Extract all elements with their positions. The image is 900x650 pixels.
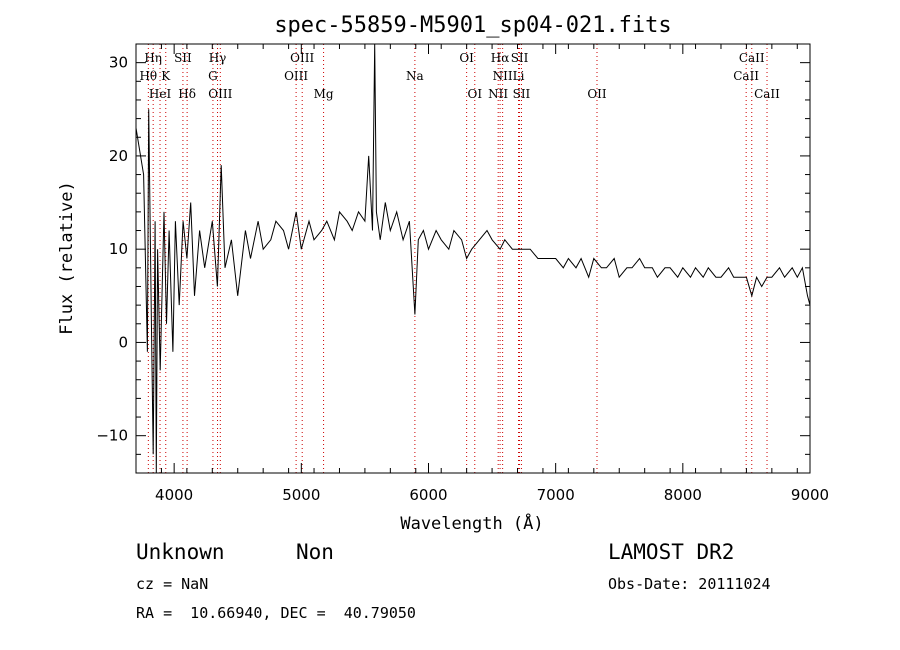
line-label: HeI	[149, 87, 172, 101]
redshift-cz: cz = NaN	[136, 575, 209, 593]
line-label: NII	[488, 87, 508, 101]
y-tick-label: 30	[109, 54, 128, 72]
x-tick-label: 9000	[791, 486, 829, 504]
chart-title: spec-55859-M5901_sp04-021.fits	[274, 13, 671, 38]
line-label: SII	[511, 51, 529, 65]
line-label: Li	[513, 69, 525, 83]
y-tick-label: 10	[109, 240, 128, 258]
line-label: OIII	[208, 87, 232, 101]
observation-date: Obs-Date: 20111024	[608, 575, 771, 593]
spectral-subclass: Non	[296, 540, 334, 564]
line-label: Na	[406, 69, 424, 83]
line-label: G	[208, 69, 218, 83]
line-label: SII	[174, 51, 192, 65]
y-tick-label: 20	[109, 147, 128, 165]
coordinates: RA = 10.66940, DEC = 40.79050	[136, 604, 416, 622]
line-label: CaII	[733, 69, 759, 83]
x-tick-label: 4000	[155, 486, 193, 504]
y-tick-label: −10	[96, 427, 128, 445]
x-tick-label: 5000	[282, 486, 320, 504]
spectrum-plot: spec-55859-M5901_sp04-021.fits Hη Hθ K HeI S…	[57, 13, 829, 534]
spectrum-line	[135, 43, 811, 474]
x-axis: 4000 5000 6000 7000 8000 9000	[135, 44, 829, 504]
line-label: Hα	[491, 51, 510, 65]
line-label: OII	[587, 87, 607, 101]
line-label: NII	[493, 69, 513, 83]
line-label: Hδ	[178, 87, 196, 101]
y-axis-label: Flux (relative)	[57, 181, 77, 335]
y-axis: −10 0 10 20 30	[96, 43, 810, 474]
y-tick-label: 0	[118, 333, 128, 351]
line-label: CaII	[739, 51, 765, 65]
line-label: Hγ	[209, 51, 227, 65]
plot-frame	[135, 43, 811, 474]
spectral-class: Unknown	[136, 540, 225, 564]
line-label: Mg	[314, 87, 334, 101]
x-tick-label: 8000	[664, 486, 702, 504]
line-label: OIII	[284, 69, 308, 83]
spectral-line-markers	[147, 44, 768, 473]
line-label: CaII	[754, 87, 780, 101]
x-tick-label: 6000	[409, 486, 447, 504]
survey-name: LAMOST DR2	[608, 540, 735, 564]
line-label: OIII	[290, 51, 314, 65]
line-label: SII	[513, 87, 531, 101]
line-label: Hη	[144, 51, 162, 65]
line-label: OI	[459, 51, 474, 65]
x-axis-label: Wavelength (Å)	[400, 512, 543, 534]
line-label: Hθ	[139, 69, 157, 83]
line-label: K	[161, 69, 171, 83]
x-tick-label: 7000	[537, 486, 575, 504]
line-label: OI	[467, 87, 482, 101]
